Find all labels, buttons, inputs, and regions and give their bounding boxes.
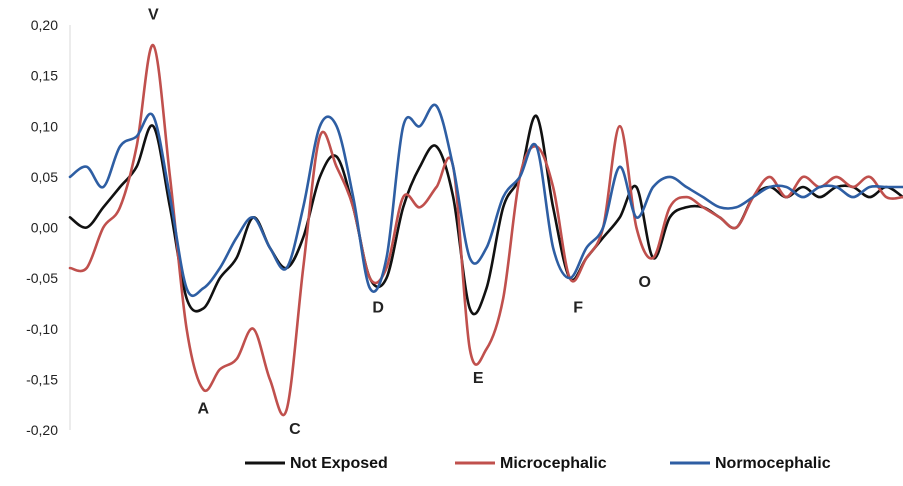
peak-label-v: V [148, 6, 159, 23]
y-tick-label: 0,05 [31, 169, 58, 185]
peak-label-c: C [289, 421, 301, 438]
peak-label-d: D [372, 299, 384, 316]
y-tick-label: 0,00 [31, 220, 58, 236]
peak-label-a: A [197, 401, 209, 418]
series-line-not-exposed [68, 114, 903, 316]
y-tick-label: 0,15 [31, 68, 58, 84]
peak-labels: V A C D E F O [148, 6, 651, 438]
y-tick-label: -0,20 [26, 422, 58, 438]
y-tick-label: -0,15 [26, 371, 58, 387]
legend-label: Microcephalic [500, 455, 607, 472]
legend-label: Normocephalic [715, 455, 831, 472]
y-tick-label: 0,20 [31, 17, 58, 33]
legend: Not Exposed Microcephalic Normocephalic [245, 455, 831, 472]
peak-label-o: O [639, 274, 651, 291]
series-lines [68, 43, 903, 417]
y-tick-label: 0,10 [31, 118, 58, 134]
legend-label: Not Exposed [290, 455, 388, 472]
y-tick-label: -0,10 [26, 321, 58, 337]
peak-label-f: F [573, 299, 583, 316]
series-line-microcephalic [68, 43, 903, 417]
series-line-normocephalic [68, 103, 903, 298]
peak-label-e: E [473, 370, 484, 387]
y-axis-ticks: 0,20 0,15 0,10 0,05 0,00 -0,05 -0,10 -0,15 -0,20 [26, 17, 58, 438]
y-tick-label: -0,05 [26, 270, 58, 286]
